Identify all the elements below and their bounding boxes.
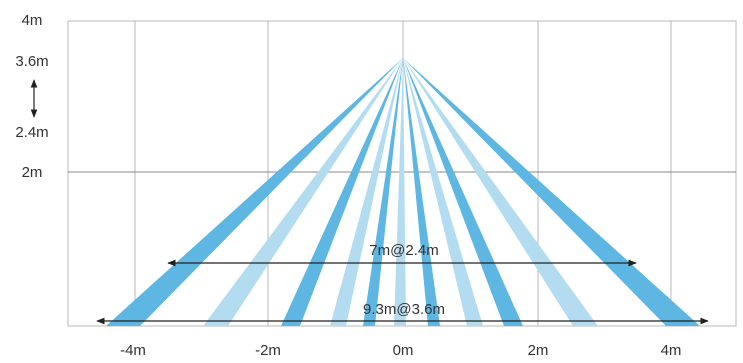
width-label-0m: 0m [393,342,414,359]
beam-light-6 [394,58,406,326]
width-label-2m: 2m [528,342,549,359]
height-label-2-4m: 2.4m [15,124,48,141]
height-label-2m: 2m [22,164,43,181]
beam-light-10 [403,58,598,326]
width-label-4m: 4m [661,342,682,359]
width-label-neg2m: -2m [255,342,281,359]
coverage-9-3m-label: 9.3m@3.6m [363,301,445,318]
beam-light-8 [403,58,483,326]
coverage-7m-label: 7m@2.4m [369,242,438,259]
beam-dark-9 [403,58,523,326]
width-label-neg4m: -4m [120,342,146,359]
beam-dark-11 [403,58,700,326]
beam-dark-7 [403,58,440,326]
beam-light-4 [330,58,403,326]
beam-fan [106,58,700,326]
beam-dark-1 [106,58,403,326]
beam-dark-5 [363,58,403,326]
height-label-3-6m: 3.6m [15,53,48,70]
height-label-4m: 4m [22,12,43,29]
beam-light-2 [203,58,403,326]
beam-dark-3 [281,58,403,326]
